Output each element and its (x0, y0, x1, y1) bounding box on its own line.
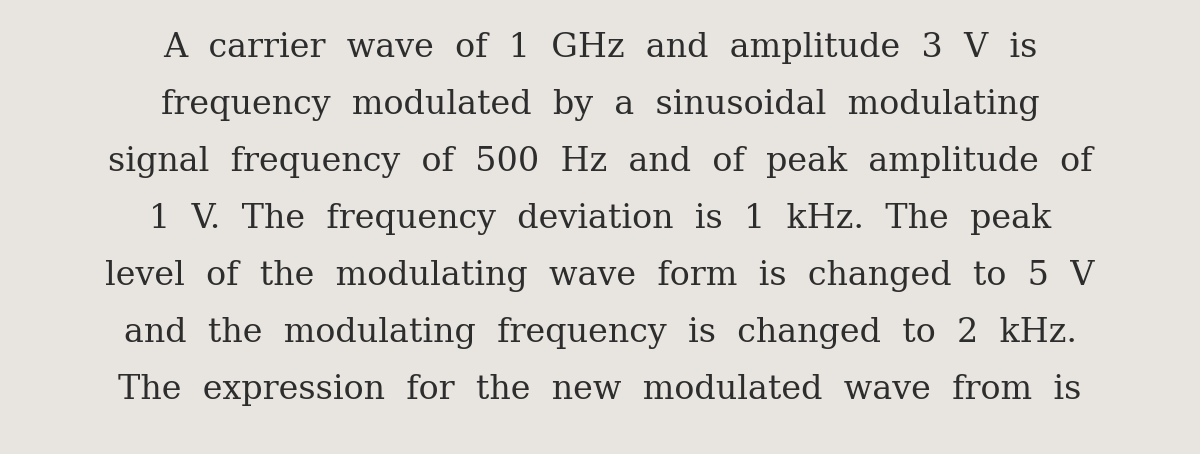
Text: signal  frequency  of  500  Hz  and  of  peak  amplitude  of: signal frequency of 500 Hz and of peak a… (108, 146, 1092, 178)
Text: The  expression  for  the  new  modulated  wave  from  is: The expression for the new modulated wav… (119, 374, 1081, 406)
Text: level  of  the  modulating  wave  form  is  changed  to  5  V: level of the modulating wave form is cha… (106, 260, 1094, 292)
Text: and  the  modulating  frequency  is  changed  to  2  kHz.: and the modulating frequency is changed … (124, 317, 1076, 349)
Text: frequency  modulated  by  a  sinusoidal  modulating: frequency modulated by a sinusoidal modu… (161, 89, 1039, 121)
Text: 1  V.  The  frequency  deviation  is  1  kHz.  The  peak: 1 V. The frequency deviation is 1 kHz. T… (149, 203, 1051, 235)
Text: A  carrier  wave  of  1  GHz  and  amplitude  3  V  is: A carrier wave of 1 GHz and amplitude 3 … (163, 32, 1037, 64)
